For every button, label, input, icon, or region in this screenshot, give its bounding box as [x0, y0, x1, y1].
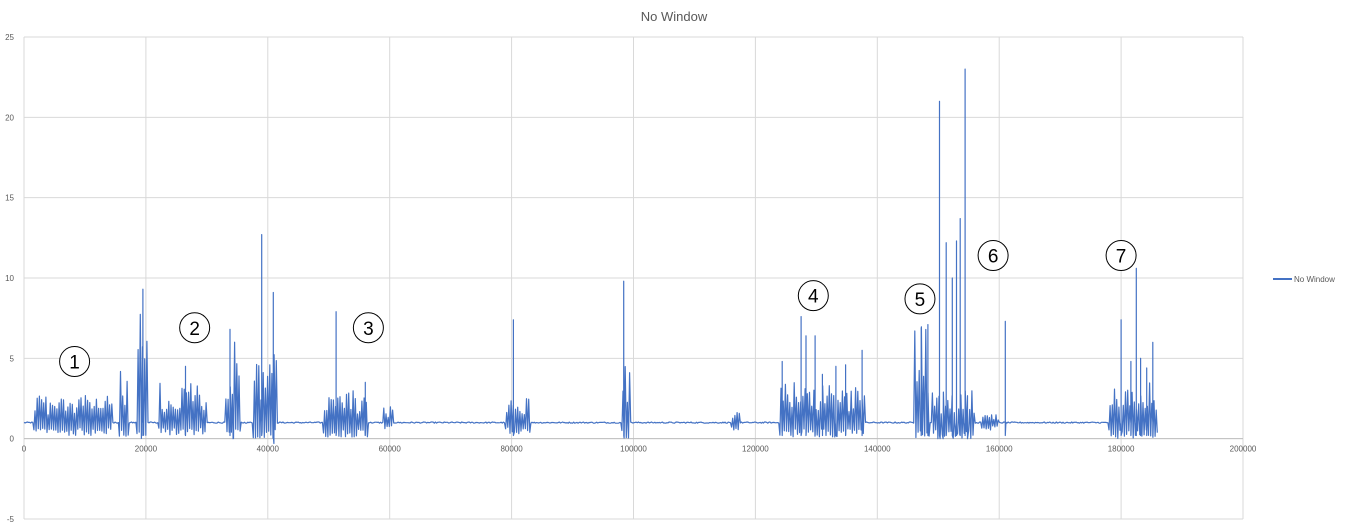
annotation-circle-7: 7 [1105, 240, 1137, 272]
x-tick-label: 100000 [620, 445, 647, 454]
y-tick-label: 5 [10, 354, 15, 363]
y-tick-label: 25 [5, 33, 14, 42]
series-no-window-line [23, 68, 1158, 445]
x-tick-label: 160000 [986, 445, 1013, 454]
annotation-circle-4: 4 [797, 280, 829, 312]
x-tick-label: 60000 [379, 445, 402, 454]
y-tick-label: 10 [5, 274, 14, 283]
annotation-circle-2: 2 [179, 312, 211, 344]
annotation-label: 2 [189, 319, 200, 340]
x-tick-label: 40000 [257, 445, 280, 454]
y-tick-label: 15 [5, 194, 14, 203]
x-tick-label: 180000 [1108, 445, 1135, 454]
series-line [23, 68, 1158, 445]
annotation-ring [352, 312, 384, 344]
annotation-circle-5: 5 [904, 283, 936, 315]
annotation-ring [797, 280, 829, 312]
annotation-ring [1105, 240, 1137, 272]
x-tick-label: 140000 [864, 445, 891, 454]
y-tick-label: -5 [7, 515, 15, 524]
y-tick-label: 20 [5, 113, 14, 122]
annotation-label: 3 [363, 319, 374, 340]
annotation-circle-6: 6 [977, 240, 1009, 272]
x-tick-label: 200000 [1230, 445, 1257, 454]
legend-label: No Window [1294, 275, 1335, 284]
annotation-ring [904, 283, 936, 315]
x-tick-label: 80000 [500, 445, 523, 454]
x-tick-label: 120000 [742, 445, 769, 454]
annotation-label: 5 [915, 290, 926, 311]
annotation-label: 7 [1116, 247, 1127, 268]
annotation-circle-3: 3 [352, 312, 384, 344]
annotation-label: 6 [988, 247, 999, 268]
annotation-label: 1 [69, 353, 80, 374]
chart-title: No Window [641, 9, 708, 24]
annotation-circle-1: 1 [59, 346, 91, 378]
annotations: 1 2 3 4 5 6 7 [59, 240, 1137, 378]
y-tick-label: 0 [10, 435, 15, 444]
legend: No Window [1273, 275, 1335, 284]
annotation-ring [179, 312, 211, 344]
x-tick-label: 0 [22, 445, 27, 454]
x-tick-label: 20000 [135, 445, 158, 454]
annotation-label: 4 [808, 287, 819, 308]
annotation-ring [977, 240, 1009, 272]
annotation-ring [59, 346, 91, 378]
grid-lines [23, 36, 1244, 520]
